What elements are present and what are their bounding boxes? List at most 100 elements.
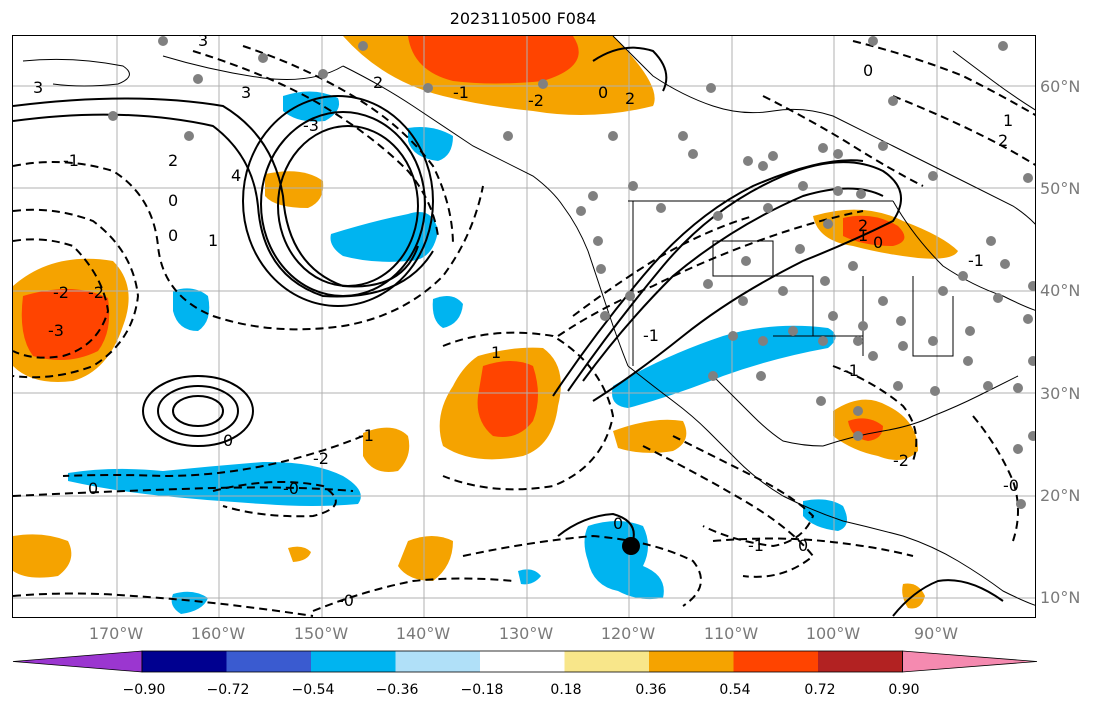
fill-central-red <box>477 361 538 437</box>
low-closed-contour-sw-1 <box>157 385 239 437</box>
contour-label: 0 <box>168 191 178 210</box>
contour-ne-2 <box>592 46 668 92</box>
contour-label: 0 <box>863 61 873 80</box>
contour-label: 1 <box>491 343 501 362</box>
fill-west-red <box>21 288 110 360</box>
contour-cyclone <box>557 512 635 542</box>
contour-label: -1 <box>643 326 659 345</box>
map-title: 2023110500 F084 <box>449 9 597 28</box>
colorbar-segment-7 <box>649 651 734 672</box>
contour-label: 2 <box>168 151 178 170</box>
lon-label-170w: 170°W <box>88 624 144 643</box>
lat-label-40n: 40°N <box>1040 281 1081 300</box>
fill-small-blue-3 <box>518 569 541 585</box>
contour-label: 0 <box>223 431 233 450</box>
lon-label-120w: 120°W <box>600 624 656 643</box>
contour-label: -1 <box>63 151 79 170</box>
map-frame: 3 3 3 2 2 4 0 0 1 1 -1 -2 -3 -3 -2 -1 -1 -2 2 0 0 -0 0 -0 -2 -1 0 1… <box>12 35 1036 618</box>
colorbar-tick-10: 0.90 <box>888 682 920 698</box>
contour-label: -3 <box>303 116 319 135</box>
colorbar-tick-7: 0.36 <box>635 682 667 698</box>
fill-small-orange-2 <box>398 536 453 581</box>
contour-solid-wrap <box>13 97 419 288</box>
colorbar-tick-5: −0.18 <box>460 682 504 698</box>
cyclone-center-marker <box>622 537 640 555</box>
fill-mexico-blue <box>803 499 847 531</box>
colorbar-tick-3: −0.54 <box>291 682 335 698</box>
contour-label: 1 <box>858 226 868 245</box>
contour-label: -2 <box>313 449 329 468</box>
contour-label: -0 <box>338 591 354 610</box>
colorbar-segment-9 <box>818 651 903 672</box>
colorbar-segment-3 <box>311 651 396 672</box>
contour-label: 2 <box>373 73 383 92</box>
fill-npac-orange <box>265 171 324 208</box>
colorbar-segments <box>12 650 1038 673</box>
fill-mexico-orange <box>613 419 687 453</box>
lat-label-30n: 30°N <box>1040 384 1081 403</box>
contour-label: -2 <box>893 451 909 470</box>
contour-label: 0 <box>798 536 808 555</box>
trough-solid-2 <box>552 159 864 397</box>
negative-anomaly-fills <box>68 91 847 614</box>
contour-label: 0 <box>88 479 98 498</box>
contour-label: -0 <box>1003 476 1019 495</box>
colorbar-tick-8: 0.54 <box>719 682 751 698</box>
contour-label: 2 <box>998 131 1008 150</box>
contour-label: 4 <box>231 166 241 185</box>
fill-bc-blue <box>408 127 453 161</box>
colorbar-tick-9: 0.72 <box>804 682 836 698</box>
colorbar-tick-2: −0.72 <box>206 682 250 698</box>
lon-label-140w: 140°W <box>395 624 451 643</box>
colorbar-tick-1: −0.90 <box>122 682 166 698</box>
contour-label: -2 <box>88 283 104 302</box>
lat-label-20n: 20°N <box>1040 486 1081 505</box>
low-closed-contour-sw-2 <box>142 375 254 447</box>
contour-label: -0 <box>283 479 299 498</box>
contour-label: -1 <box>453 83 469 102</box>
contour-lines <box>13 46 1004 617</box>
contour-label: 0 <box>168 226 178 245</box>
contour-lines-dashed <box>13 40 1035 617</box>
contour-label: 3 <box>33 78 43 97</box>
fill-tropical-band-blue <box>68 461 361 506</box>
lon-label-100w: 100°W <box>805 624 861 643</box>
colorbar-segment-5 <box>480 651 565 672</box>
low-closed-contour-sw-3 <box>172 395 224 427</box>
contour-label: -1 <box>968 251 984 270</box>
contour-se <box>892 579 1004 617</box>
contour-label: 0 <box>613 514 623 533</box>
contour-label: -2 <box>53 283 69 302</box>
lat-label-10n: 10°N <box>1040 588 1081 607</box>
positive-anomaly-fills <box>13 36 958 609</box>
contour-label: -1 <box>748 536 764 555</box>
contour-solid-wrap-2 <box>13 113 434 298</box>
contour-label: -1 <box>843 361 859 380</box>
fill-small-orange-3 <box>288 546 311 562</box>
colorbar-segment-2 <box>226 651 311 672</box>
colorbar-segment-6 <box>564 651 649 672</box>
lon-label-130w: 130°W <box>498 624 554 643</box>
colorbar-tick-4: −0.36 <box>375 682 419 698</box>
contour-label: 0 <box>598 83 608 102</box>
colorbar-segment-4 <box>395 651 480 672</box>
fill-small-blue-4 <box>171 591 208 614</box>
colorbar-tick-6: 0.18 <box>550 682 582 698</box>
contour-label: 2 <box>625 89 635 108</box>
station-markers <box>108 36 1035 509</box>
lon-label-90w: 90°W <box>913 624 959 643</box>
colorbar-extend-high <box>902 650 1038 673</box>
colorbar-outline <box>141 650 903 673</box>
low-closed-contour-3 <box>242 95 434 307</box>
colorbar-extend-low <box>12 650 143 673</box>
lon-label-110w: 110°W <box>703 624 759 643</box>
contour-label: 0 <box>873 233 883 252</box>
fill-cyclone-blue <box>584 521 664 600</box>
fill-alaska-red <box>408 36 579 84</box>
lon-label-150w: 150°W <box>293 624 349 643</box>
coastlines <box>22 36 1035 606</box>
lon-label-160w: 160°W <box>190 624 246 643</box>
fill-sw-orange <box>13 534 72 578</box>
